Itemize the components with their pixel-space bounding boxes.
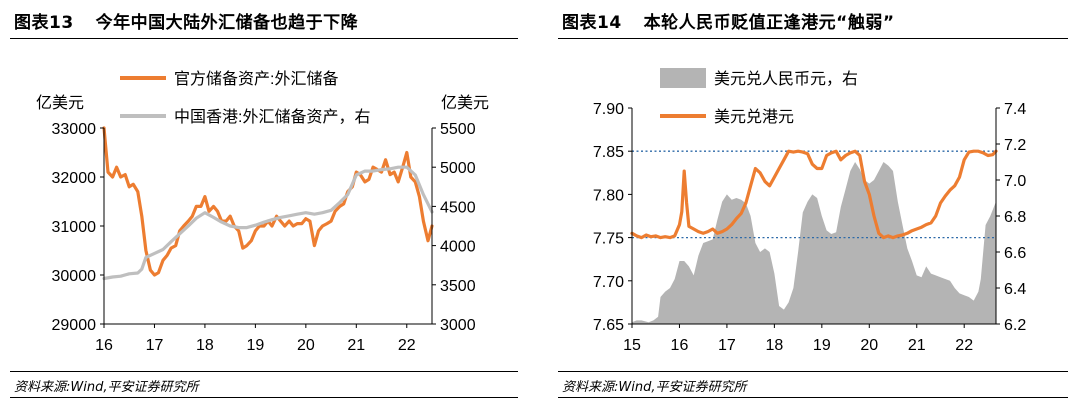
- y-left-tick-label: 7.70: [593, 274, 624, 291]
- y-left-axis-label: 亿美元: [36, 94, 84, 112]
- title-rule: [10, 38, 518, 39]
- y-right-tick-label: 6.2: [1004, 317, 1026, 334]
- y-left-tick-label: 7.80: [593, 187, 624, 204]
- x-tick-label: 21: [908, 337, 926, 354]
- chart-panel-right: 图表14 本轮人民币贬值正逢港元“触弱” 7.65 7.70 7.75 7.80 7.85…: [548, 0, 1072, 409]
- chart-title: 图表13 今年中国大陆外汇储备也趋于下降: [14, 8, 358, 33]
- y-right-tick-label: 6.4: [1004, 281, 1026, 298]
- source-rule-bottom: [558, 397, 1068, 398]
- x-tick-label: 21: [347, 337, 365, 354]
- y-right-axis-label: 亿美元: [441, 94, 489, 112]
- source-rule-top: [10, 371, 518, 372]
- series-line-1: [102, 165, 434, 281]
- y-right-tick-label: 5000: [440, 160, 476, 177]
- series-line-1: [630, 149, 998, 240]
- y-right-tick-label: 6.6: [1004, 245, 1026, 262]
- y-left-tick-label: 7.65: [593, 317, 624, 334]
- x-tick-label: 22: [398, 337, 416, 354]
- y-right-tick-label: 7.0: [1004, 173, 1026, 190]
- chart-title: 图表14 本轮人民币贬值正逢港元“触弱”: [562, 8, 895, 33]
- x-tick-label: 18: [765, 337, 783, 354]
- legend-label: 中国香港:外汇储备资产，右: [174, 108, 370, 126]
- y-right-tick-label: 6.8: [1004, 209, 1026, 226]
- y-right-tick-label: 4500: [440, 199, 476, 216]
- x-tick-label: 17: [146, 337, 164, 354]
- x-tick-label: 16: [95, 337, 113, 354]
- x-tick-label: 18: [196, 337, 214, 354]
- y-right-tick-label: 7.4: [1004, 101, 1026, 118]
- y-left-tick-label: 30000: [52, 268, 97, 285]
- x-tick-label: 16: [671, 337, 689, 354]
- title-rule: [558, 38, 1068, 39]
- source-rule-bottom: [10, 397, 518, 398]
- figure-number: 图表14: [562, 13, 622, 33]
- legend-label: 美元兑港元: [714, 108, 794, 126]
- chart-panel-left: 图表13 今年中国大陆外汇储备也趋于下降 29000 30000 31000 32000…: [0, 0, 530, 409]
- x-tick-label: 20: [297, 337, 315, 354]
- series-area-0: [632, 162, 996, 324]
- x-tick-label: 19: [246, 337, 264, 354]
- currency-chart: 7.65 7.70 7.75 7.80 7.85 7.90 6.2 6.4 6.6 6.8 7.0 7…: [593, 68, 1026, 354]
- x-tick-label: 15: [623, 337, 641, 354]
- y-left-tick-label: 7.90: [593, 101, 624, 118]
- x-tick-label: 19: [813, 337, 831, 354]
- y-left-tick-label: 7.75: [593, 231, 624, 248]
- source-rule-top: [558, 371, 1068, 372]
- source-note: 资料来源:Wind,平安证券研究所: [562, 380, 747, 395]
- source-note: 资料来源:Wind,平安证券研究所: [14, 380, 199, 395]
- x-tick-label: 22: [955, 337, 973, 354]
- y-right-tick-label: 4000: [440, 239, 476, 256]
- y-right-tick-label: 3000: [440, 317, 476, 334]
- figure-title: 本轮人民币贬值正逢港元“触弱”: [643, 13, 895, 33]
- y-left-tick-label: 33000: [52, 121, 97, 138]
- plot-area: [102, 126, 434, 281]
- legend-label: 美元兑人民币元，右: [714, 70, 858, 88]
- y-left-tick-label: 31000: [52, 219, 97, 236]
- plot-area: [630, 149, 998, 324]
- x-tick-label: 17: [718, 337, 736, 354]
- y-left-tick-label: 7.85: [593, 144, 624, 161]
- x-tick-label: 20: [860, 337, 878, 354]
- y-left-tick-label: 29000: [52, 317, 97, 334]
- figure-title: 今年中国大陆外汇储备也趋于下降: [95, 13, 359, 33]
- reserves-chart: 29000 30000 31000 32000 33000 3000 3500 4000 450…: [36, 70, 489, 354]
- y-right-tick-label: 7.2: [1004, 137, 1026, 154]
- y-right-tick-label: 5500: [440, 121, 476, 138]
- y-left-tick-label: 32000: [52, 170, 97, 187]
- legend-swatch: [660, 68, 706, 88]
- figure-number: 图表13: [14, 13, 74, 33]
- y-right-tick-label: 3500: [440, 278, 476, 295]
- legend-label: 官方储备资产:外汇储备: [174, 70, 338, 88]
